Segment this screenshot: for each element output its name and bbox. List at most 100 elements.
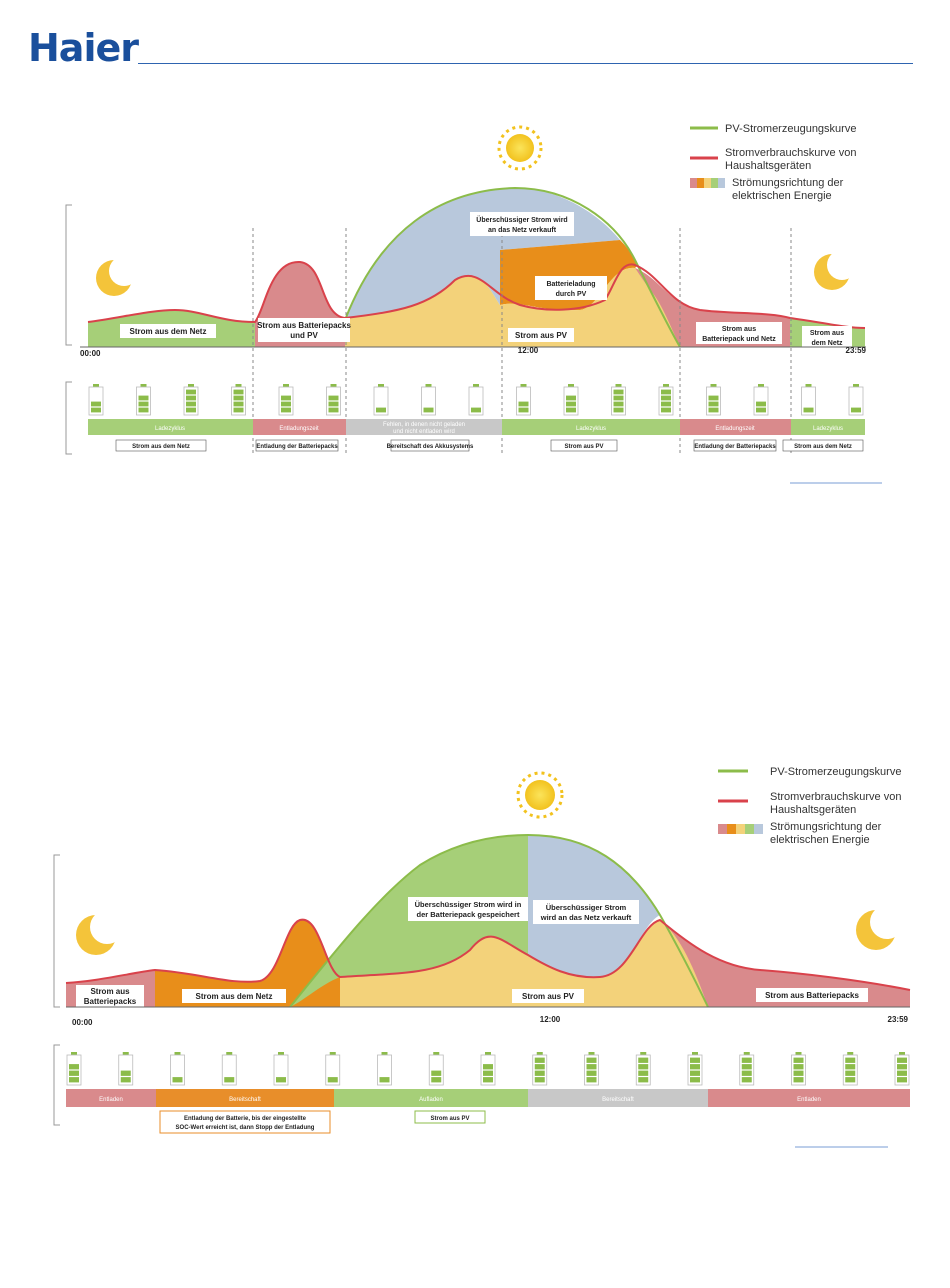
svg-text:Ladezyklus: Ladezyklus xyxy=(576,426,606,432)
legend-flow-swatch xyxy=(718,824,763,834)
phase-note-3: Bereitschaft des Akkusystems xyxy=(387,439,474,452)
consumption-curve xyxy=(65,918,911,991)
legend-flow-swatch xyxy=(690,178,725,188)
battery-icon xyxy=(563,384,579,416)
svg-text:durch PV: durch PV xyxy=(556,291,587,298)
svg-text:dem Netz: dem Netz xyxy=(811,340,843,347)
phase-bar-4: Bereitschaft xyxy=(528,1089,708,1107)
region-label-pv: Strom aus PV xyxy=(508,328,574,342)
svg-text:Entladungszeit: Entladungszeit xyxy=(715,426,755,432)
svg-text:und PV: und PV xyxy=(290,331,318,340)
battery-icon xyxy=(658,384,674,416)
svg-text:Strom aus: Strom aus xyxy=(722,326,756,333)
battery-icon xyxy=(428,1052,444,1086)
phase-bar-3: Aufladen xyxy=(334,1089,528,1107)
svg-text:Batterieladung: Batterieladung xyxy=(546,281,595,288)
phase-bar-6: Ladezyklus xyxy=(791,419,865,435)
svg-text:Überschüssiger Strom wird in: Überschüssiger Strom wird in xyxy=(415,900,522,909)
battery-icon xyxy=(326,384,341,416)
battery-icon xyxy=(480,1052,496,1086)
phase-bar-2: Bereitschaft xyxy=(156,1089,334,1107)
time-separators xyxy=(252,228,792,455)
battery-icon xyxy=(468,384,484,416)
phase-note-pv: Strom aus PV xyxy=(414,1110,486,1124)
legend-consumption-label-1: Stromverbrauchskurve von xyxy=(725,147,856,159)
svg-text:und nicht entladen wird: und nicht entladen wird xyxy=(393,429,455,435)
svg-text:Aufladen: Aufladen xyxy=(419,1097,443,1103)
header-divider xyxy=(138,63,913,64)
legend-consumption-label-1: Stromverbrauchskurve von xyxy=(770,791,901,803)
battery-icon xyxy=(739,1052,755,1086)
legend-flow-label-1: Strömungsrichtung der xyxy=(770,821,882,833)
battery-icon xyxy=(516,384,531,416)
legend-pv-label: PV-Stromerzeugungskurve xyxy=(770,766,901,778)
chart-bracket xyxy=(65,204,72,346)
battery-icon xyxy=(801,384,816,416)
battery-state-row xyxy=(88,384,864,416)
svg-text:Entladen: Entladen xyxy=(797,1097,821,1103)
svg-text:Strom aus Batteriepacks: Strom aus Batteriepacks xyxy=(765,991,859,1000)
battery-state-row xyxy=(66,1052,910,1086)
svg-text:Entladungszeit: Entladungszeit xyxy=(279,426,319,432)
svg-text:Entladen: Entladen xyxy=(99,1097,123,1103)
svg-text:SOC-Wert erreicht ist, dann St: SOC-Wert erreicht ist, dann Stopp der En… xyxy=(176,1125,315,1131)
svg-text:Batteriepack und Netz: Batteriepack und Netz xyxy=(702,336,776,343)
phase-note-1: Strom aus dem Netz xyxy=(115,439,207,452)
svg-text:Strom aus dem Netz: Strom aus dem Netz xyxy=(196,992,273,1001)
svg-text:Ladezyklus: Ladezyklus xyxy=(155,426,185,432)
battery-icon xyxy=(532,1052,548,1086)
svg-text:der Batteriepack gespeichert: der Batteriepack gespeichert xyxy=(417,910,520,919)
battery-icon xyxy=(635,1052,651,1086)
battery-icon xyxy=(753,384,769,416)
phase-note-6: Strom aus dem Netz xyxy=(782,439,864,452)
phase-bar-3: Fehlen, in denen nicht geladen und nicht… xyxy=(346,419,502,435)
battery-icon xyxy=(273,1052,289,1086)
svg-text:Fehlen, in denen nicht geladen: Fehlen, in denen nicht geladen xyxy=(383,422,465,428)
legend-flow-label-2: elektrischen Energie xyxy=(732,190,832,202)
area-pv-self-use-1 xyxy=(345,275,500,347)
svg-text:Strom aus PV: Strom aus PV xyxy=(430,1116,469,1122)
legend-consumption-label-2: Haushaltsgeräten xyxy=(770,804,856,816)
region-label-stored: Überschüssiger Strom wird in der Batteri… xyxy=(408,897,528,921)
axis-end-label: 23:59 xyxy=(888,1015,909,1024)
battery-icon xyxy=(118,1052,134,1086)
svg-text:wird an das Netz verkauft: wird an das Netz verkauft xyxy=(540,913,632,922)
chart-bracket xyxy=(53,854,60,1008)
svg-text:Strom aus: Strom aus xyxy=(810,330,844,337)
battery-icon xyxy=(791,1052,806,1086)
phase-bar-2: Entladungszeit xyxy=(253,419,346,435)
pv-generation-curve xyxy=(289,833,709,1008)
battery-icon xyxy=(687,1052,703,1086)
legend-flow-label-2: elektrischen Energie xyxy=(770,834,870,846)
battery-icon xyxy=(231,384,246,416)
energy-flow-diagram-2: PV-Stromerzeugungskurve Stromverbrauchsk… xyxy=(53,766,911,1148)
svg-text:Strom aus PV: Strom aus PV xyxy=(522,992,575,1001)
battery-icon xyxy=(183,384,199,416)
area-pv-self-use-1 xyxy=(340,936,528,1007)
phase-bar-4: Ladezyklus xyxy=(502,419,680,435)
area-pv-self-use-2 xyxy=(528,920,708,1007)
battery-icon xyxy=(325,1052,341,1086)
sun-icon xyxy=(516,771,564,819)
region-label-battery-end: Strom aus Batteriepacks xyxy=(756,988,868,1002)
battery-bracket xyxy=(53,1044,60,1126)
axis-start-label: 00:00 xyxy=(72,1018,93,1027)
battery-icon xyxy=(88,384,104,416)
svg-text:Bereitschaft des Akkusystems: Bereitschaft des Akkusystems xyxy=(387,444,474,450)
svg-text:an das Netz verkauft: an das Netz verkauft xyxy=(488,227,557,234)
battery-icon xyxy=(421,384,436,416)
battery-icon xyxy=(66,1052,82,1086)
svg-text:Entladung der Batteriepacks: Entladung der Batteriepacks xyxy=(256,444,338,450)
battery-icon xyxy=(706,384,721,416)
phase-note-5: Entladung der Batteriepacks xyxy=(693,439,776,452)
svg-text:Strom aus dem Netz: Strom aus dem Netz xyxy=(130,327,207,336)
battery-icon xyxy=(377,1052,392,1086)
svg-text:Überschüssiger Strom: Überschüssiger Strom xyxy=(546,903,627,912)
region-label-grid: Strom aus dem Netz xyxy=(182,989,286,1003)
area-grid-charge xyxy=(155,919,340,1007)
axis-mid-label: 12:00 xyxy=(518,346,539,355)
region-label-battery-start: Strom aus Batteriepacks xyxy=(76,985,144,1007)
moon-icon-left xyxy=(76,910,124,955)
phase-bar-5: Entladen xyxy=(708,1089,910,1107)
legend-flow-label-1: Strömungsrichtung der xyxy=(732,177,844,189)
